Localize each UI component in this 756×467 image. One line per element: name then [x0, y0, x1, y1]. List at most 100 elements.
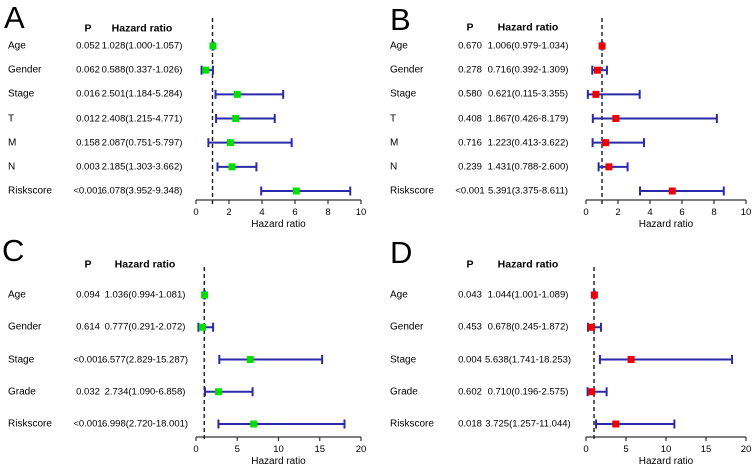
x-tick-label: 10 — [356, 207, 367, 218]
x-tick-label: 4 — [259, 207, 264, 218]
hazard-ratio-marker — [612, 420, 620, 428]
row-p-value: 0.716 — [458, 137, 482, 149]
x-tick-label: 8 — [325, 207, 330, 218]
row-hazard-ratio-ci: 1.431(0.788-2.600) — [487, 161, 569, 173]
hazard-ratio-marker — [246, 356, 254, 363]
hazard-ratio-marker — [232, 115, 240, 122]
x-tick-label: 4 — [647, 207, 652, 218]
row-variable-label: Riskscore — [8, 185, 52, 197]
row-p-value: 0.043 — [458, 289, 482, 301]
x-tick-label: 5 — [623, 444, 628, 455]
row-p-value: <0.001 — [73, 354, 103, 365]
x-tick-label: 0 — [193, 444, 198, 455]
hazard-ratio-marker — [198, 323, 206, 331]
x-tick-label: 0 — [193, 207, 198, 218]
hazard-ratio-column-header: Hazard ratio — [111, 22, 173, 35]
hazard-ratio-marker — [668, 187, 676, 195]
row-hazard-ratio-ci: 0.710(0.196-2.575) — [487, 386, 569, 398]
hazard-ratio-marker — [233, 90, 241, 98]
row-variable-label: Grade — [8, 386, 36, 398]
hazard-ratio-marker — [592, 90, 600, 98]
row-variable-label: Gender — [390, 64, 424, 76]
row-variable-label: Age — [390, 289, 408, 301]
row-hazard-ratio-ci: 2.408(1.215-4.771) — [101, 113, 183, 124]
row-p-value: 0.004 — [458, 354, 482, 365]
row-variable-label: Stage — [390, 88, 417, 100]
x-tick-label: 6 — [679, 207, 684, 218]
row-hazard-ratio-ci: 2.501(1.184-5.284) — [101, 88, 183, 100]
x-axis-label: Hazard ratio — [639, 456, 694, 467]
hazard-ratio-marker — [226, 139, 234, 147]
panel-letter: C — [2, 233, 25, 268]
hazard-ratio-marker — [228, 163, 236, 171]
row-variable-label: N — [390, 161, 398, 173]
row-hazard-ratio-ci: 6.577(2.829-15.287) — [101, 354, 189, 365]
x-tick-label: 20 — [356, 444, 367, 455]
x-tick-label: 0 — [583, 444, 588, 455]
forest-plot-area: 0 2 4 6 8 10 Hazard ratio — [193, 18, 367, 230]
row-p-value: 0.003 — [76, 161, 100, 173]
hazard-ratio-marker — [587, 323, 595, 331]
hazard-ratio-column-header: Hazard ratio — [497, 258, 559, 271]
row-p-value: 0.239 — [458, 161, 482, 173]
row-hazard-ratio-ci: 0.777(0.291-2.072) — [104, 321, 186, 333]
row-variable-label: M — [8, 137, 17, 149]
hazard-ratio-marker — [612, 115, 620, 122]
hazard-ratio-marker — [201, 291, 209, 299]
x-tick-label: 15 — [701, 444, 712, 455]
row-hazard-ratio-ci: 2.734(1.090-6.858) — [104, 386, 186, 398]
row-p-value: 0.016 — [76, 88, 100, 100]
row-hazard-ratio-ci: 1.036(0.994-1.081) — [104, 289, 186, 301]
hazard-ratio-marker — [627, 356, 635, 363]
row-variable-label: Stage — [8, 354, 35, 365]
x-tick-label: 6 — [292, 207, 297, 218]
row-variable-label: T — [390, 113, 397, 124]
x-tick-label: 2 — [615, 207, 620, 218]
x-axis-label: Hazard ratio — [251, 456, 306, 467]
x-tick-label: 5 — [235, 444, 240, 455]
row-variable-label: N — [8, 161, 16, 173]
row-variable-label: Riskscore — [390, 185, 434, 197]
panel-B: B P Hazard ratio Age 0.670 1.006(0.979-1.034)… — [378, 0, 756, 233]
row-p-value: 0.062 — [76, 64, 100, 76]
row-p-value: <0.001 — [455, 185, 485, 197]
row-hazard-ratio-ci: 1.223(0.413-3.622) — [487, 137, 569, 149]
hazard-ratio-column-header: Hazard ratio — [114, 258, 176, 271]
row-variable-label: Gender — [8, 321, 42, 333]
p-column-header: P — [84, 22, 92, 35]
row-variable-label: Grade — [390, 386, 418, 398]
panel-letter: B — [390, 2, 411, 37]
row-hazard-ratio-ci: 1.044(1.001-1.089) — [487, 289, 569, 301]
hazard-ratio-marker — [602, 139, 610, 147]
p-column-header: P — [84, 258, 92, 271]
row-variable-label: Gender — [390, 321, 424, 333]
hazard-ratio-marker — [598, 42, 606, 50]
x-tick-label: 10 — [661, 444, 672, 455]
x-tick-label: 8 — [711, 207, 716, 218]
row-hazard-ratio-ci: 1.006(0.979-1.034) — [487, 40, 569, 52]
row-hazard-ratio-ci: 0.588(0.337-1.026) — [101, 64, 183, 76]
x-tick-label: 20 — [741, 444, 752, 455]
hazard-ratio-marker — [292, 187, 300, 195]
row-variable-label: Age — [8, 289, 26, 301]
row-hazard-ratio-ci: 5.391(3.375-8.611) — [487, 185, 569, 197]
p-column-header: P — [466, 258, 474, 271]
row-p-value: 0.614 — [76, 321, 100, 333]
x-tick-label: 2 — [226, 207, 231, 218]
row-p-value: 0.670 — [458, 40, 482, 52]
forest-plot-area: 0 5 10 15 20 Hazard ratio — [193, 267, 367, 467]
row-p-value: 0.580 — [458, 88, 482, 100]
hazard-ratio-marker — [250, 420, 258, 428]
row-variable-label: Gender — [8, 64, 42, 76]
x-tick-label: 10 — [741, 207, 752, 218]
row-variable-label: T — [8, 113, 15, 124]
x-tick-label: 0 — [583, 207, 588, 218]
row-hazard-ratio-ci: 2.185(1.303-3.662) — [101, 161, 183, 173]
row-variable-label: Riskscore — [8, 418, 52, 430]
panel-A: A P Hazard ratio Age 0.052 1.028(1.000-1.057)… — [0, 0, 378, 233]
row-variable-label: Age — [390, 40, 408, 52]
x-axis-label: Hazard ratio — [251, 219, 306, 230]
hazard-ratio-marker — [588, 388, 596, 396]
row-hazard-ratio-ci: 3.725(1.257-11.044) — [485, 418, 571, 430]
